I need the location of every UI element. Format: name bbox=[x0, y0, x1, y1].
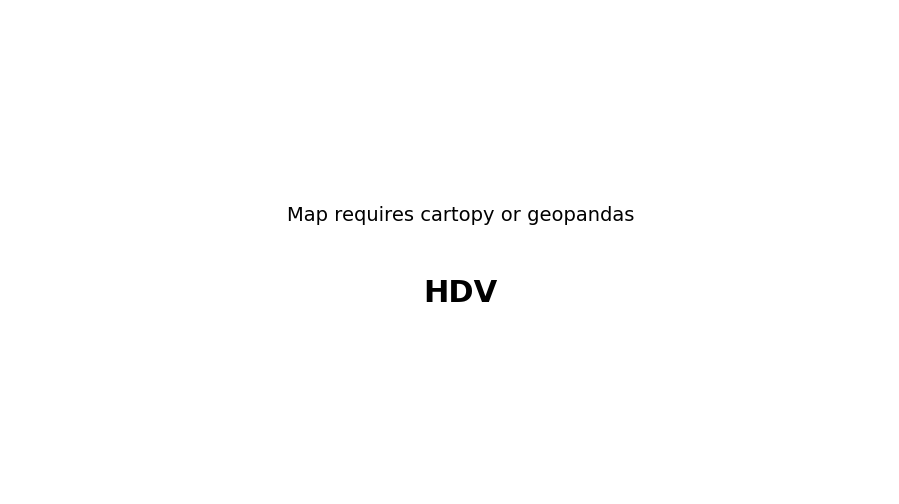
Text: Map requires cartopy or geopandas: Map requires cartopy or geopandas bbox=[287, 206, 635, 225]
Text: HDV: HDV bbox=[423, 279, 498, 308]
